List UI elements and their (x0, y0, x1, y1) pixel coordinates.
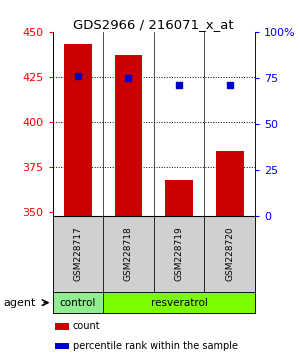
Text: GSM228720: GSM228720 (225, 227, 234, 281)
Bar (52, 216, 103, 292)
Bar (55, 343, 69, 349)
Text: percentile rank within the sample: percentile rank within the sample (73, 341, 238, 351)
Text: resveratrol: resveratrol (151, 298, 208, 308)
Bar (115, 55, 142, 216)
Bar (165, 180, 193, 216)
Bar (204, 216, 255, 292)
Bar (103, 216, 154, 292)
Bar (52, 292, 103, 313)
Point (75, 73, 80, 79)
Bar (154, 216, 204, 292)
Text: agent: agent (3, 298, 35, 308)
Text: count: count (73, 321, 100, 331)
Point (177, 82, 182, 88)
Text: GSM228719: GSM228719 (175, 227, 184, 281)
Point (227, 82, 232, 88)
Bar (216, 151, 244, 216)
Text: GSM228717: GSM228717 (73, 227, 82, 281)
Text: GSM228718: GSM228718 (124, 227, 133, 281)
Bar (64, 45, 92, 216)
Bar (103, 292, 255, 313)
Point (126, 75, 131, 81)
Bar (55, 323, 69, 330)
Title: GDS2966 / 216071_x_at: GDS2966 / 216071_x_at (74, 18, 234, 31)
Text: control: control (60, 298, 96, 308)
